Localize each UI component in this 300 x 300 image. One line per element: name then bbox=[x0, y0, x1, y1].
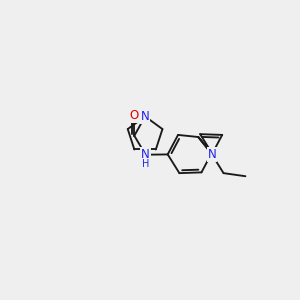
Text: H: H bbox=[142, 158, 149, 169]
Text: N: N bbox=[208, 148, 216, 161]
Text: N: N bbox=[141, 110, 149, 123]
Text: O: O bbox=[130, 110, 139, 122]
Text: N: N bbox=[141, 148, 150, 161]
